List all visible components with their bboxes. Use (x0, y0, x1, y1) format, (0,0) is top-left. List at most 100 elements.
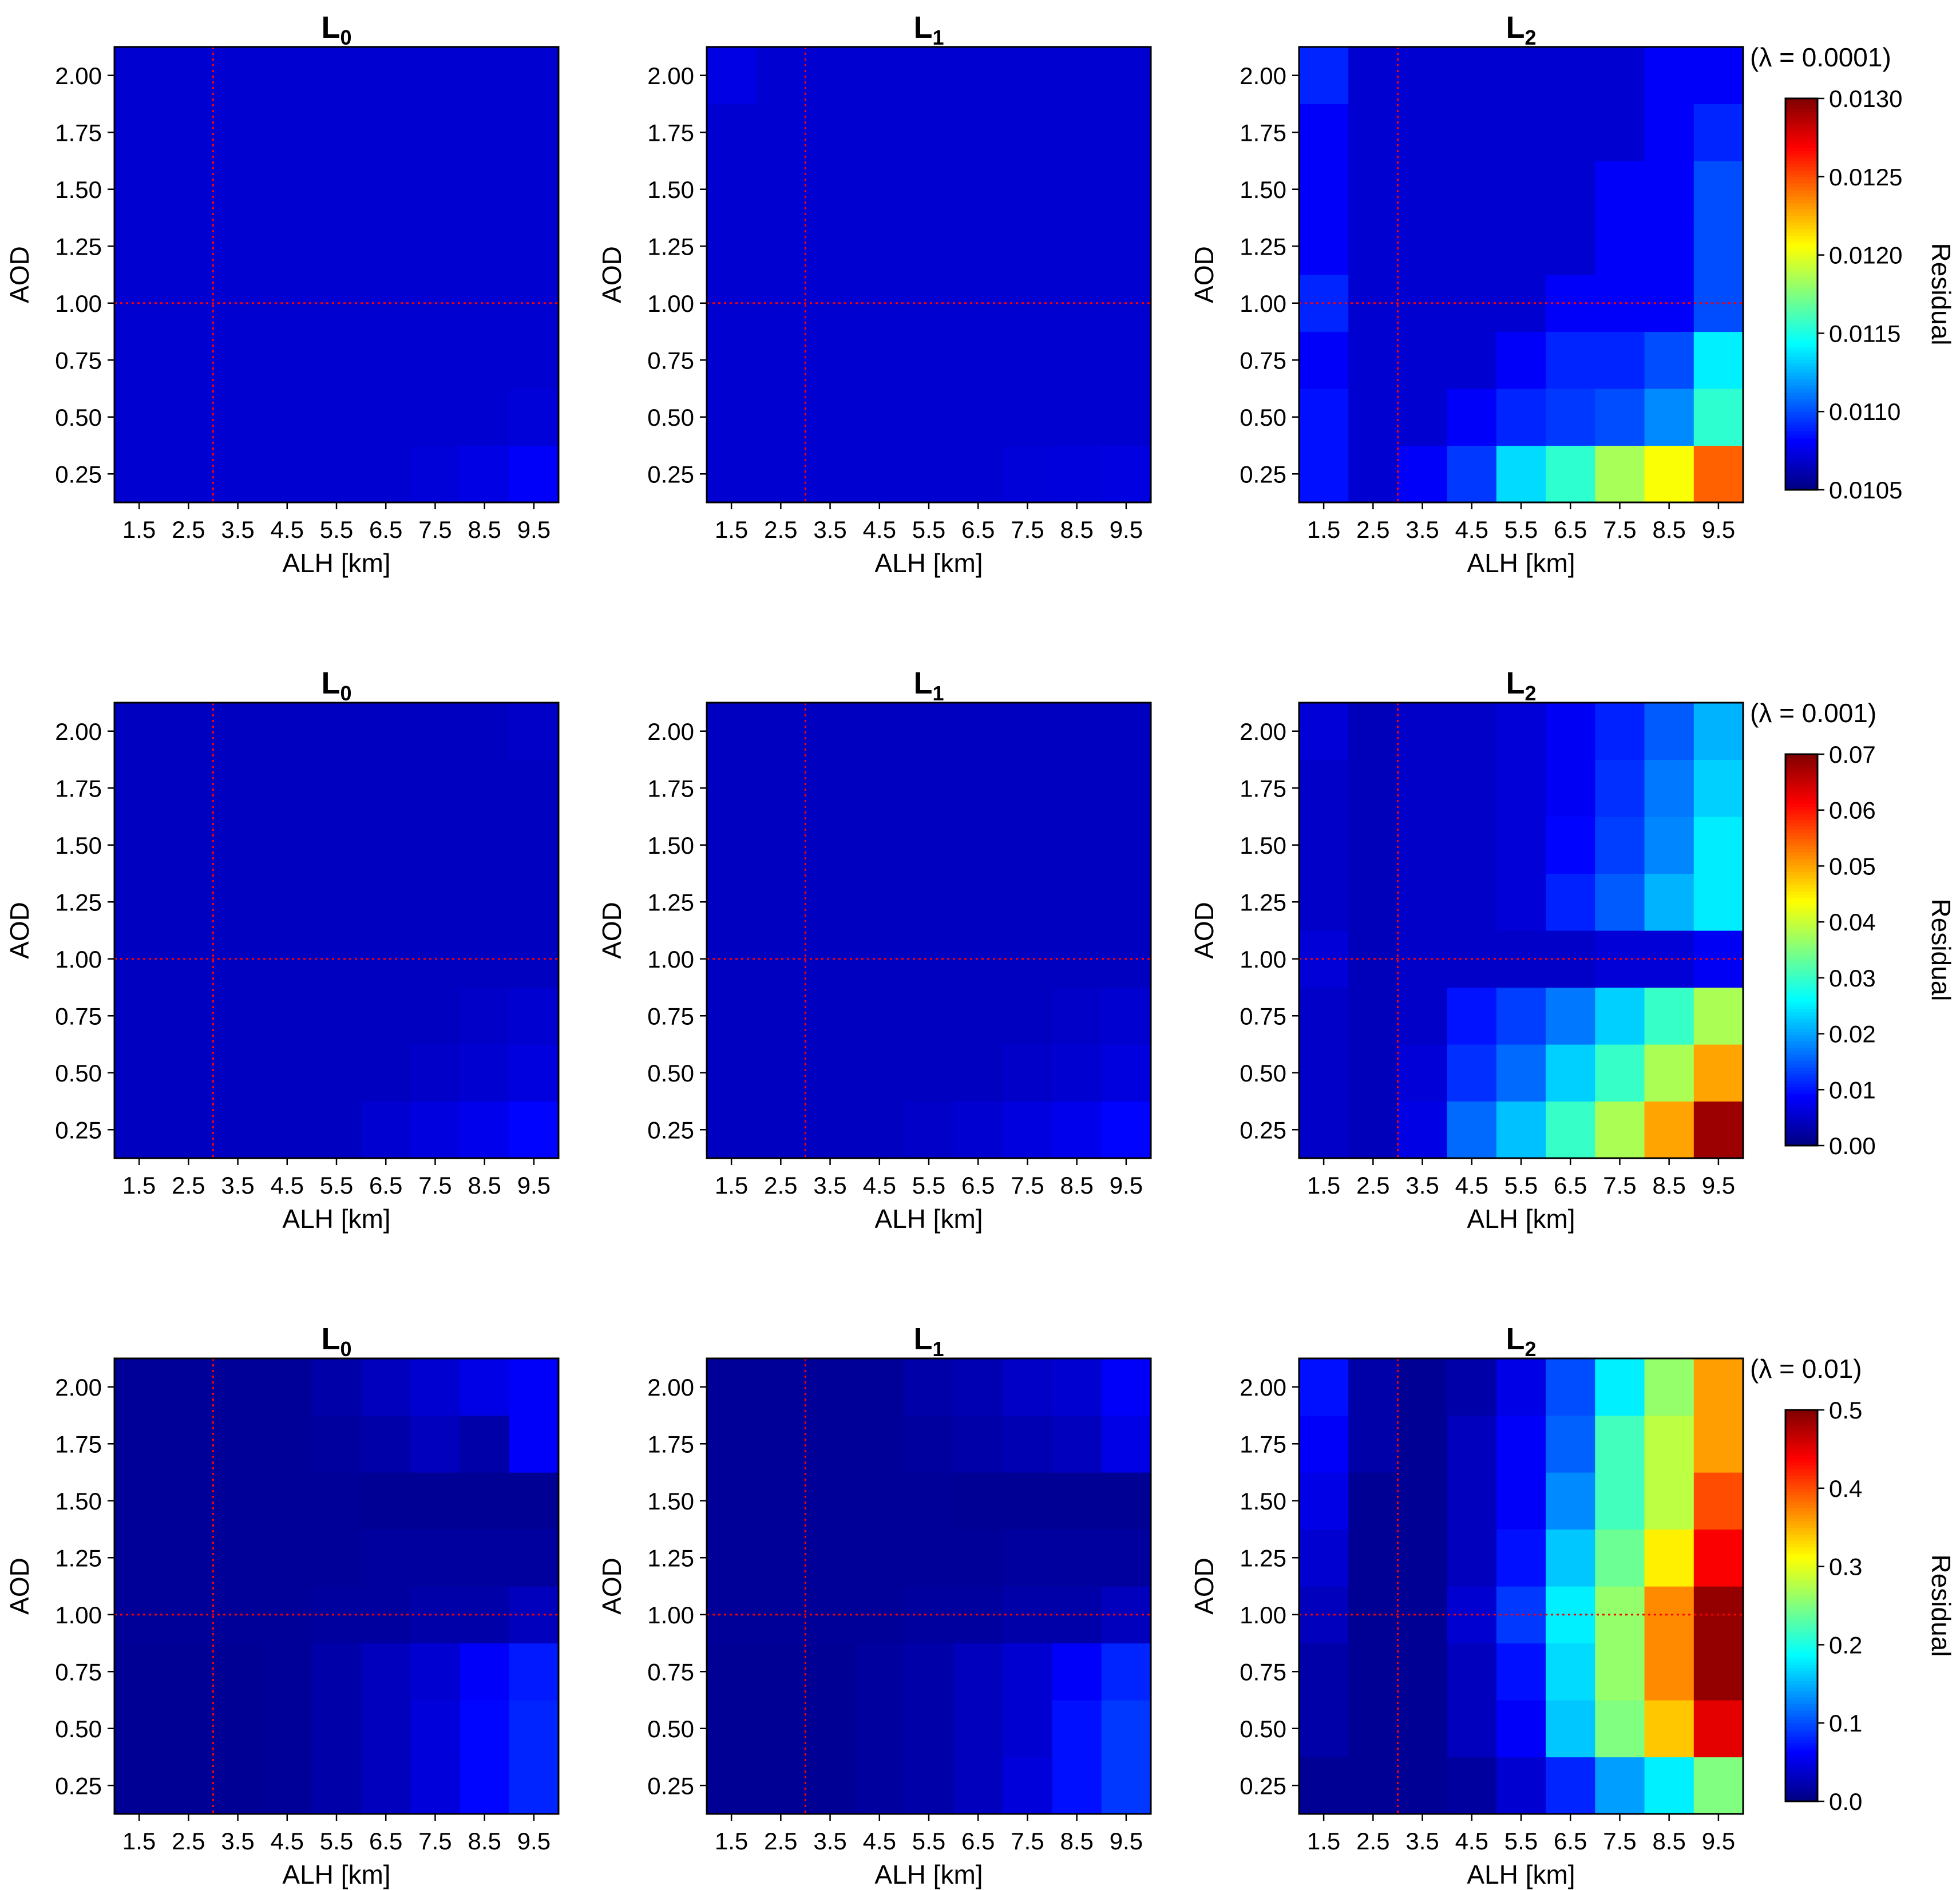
x-tick-label: 9.5 (517, 1172, 551, 1199)
heatmap-cell (262, 104, 312, 161)
heatmap-cell (213, 1044, 263, 1102)
heatmap-cell (1447, 1358, 1497, 1416)
y-tick-label: 2.00 (1240, 1374, 1286, 1401)
heatmap-cell (805, 703, 856, 760)
heatmap-cell (509, 817, 559, 874)
heatmap-cell (1052, 1643, 1102, 1701)
colorbar-segment (1785, 995, 1818, 1000)
y-tick-label: 2.00 (55, 62, 102, 89)
colorbar-segment (1785, 1005, 1818, 1009)
heatmap-cell (1348, 389, 1399, 446)
heatmap-cell (213, 703, 263, 760)
heatmap-cell (1546, 1044, 1595, 1102)
colorbar-tick-label: 0.07 (1829, 741, 1876, 768)
heatmap-cell (1546, 161, 1595, 219)
y-tick-label: 0.25 (55, 1772, 102, 1799)
x-tick-label: 8.5 (468, 1172, 501, 1199)
heatmap-cell (1595, 1044, 1645, 1102)
heatmap-cell (1299, 104, 1349, 161)
y-tick-label: 0.50 (1240, 404, 1286, 431)
colorbar-segment (1785, 813, 1818, 817)
heatmap-cell (854, 47, 905, 105)
heatmap-cell (311, 1472, 362, 1530)
y-tick-label: 2.00 (55, 718, 102, 745)
heatmap-cell (1003, 1529, 1053, 1587)
heatmap-cell (1397, 1643, 1448, 1701)
colorbar-segment (1785, 1534, 1818, 1538)
colorbar-segment (1785, 1602, 1818, 1606)
colorbar-segment (1785, 418, 1818, 422)
colorbar: 0.0105 0.0110 0.0115 0.0120 0.0125 0.0130 Resi… (1784, 85, 1956, 504)
colorbar-tick-label: 0.0 (1829, 1788, 1862, 1815)
heatmap-cell (262, 217, 312, 275)
x-tick-label: 5.5 (1504, 1828, 1538, 1855)
heatmap-cell (707, 1700, 757, 1758)
heatmap-cell (114, 987, 164, 1045)
y-tick-label: 1.75 (1240, 775, 1286, 802)
heatmap-cell (213, 1700, 263, 1758)
heatmap-cell (805, 104, 856, 161)
heatmap-cell (460, 1757, 510, 1814)
colorbar-segment (1785, 300, 1818, 304)
colorbar-segment (1785, 203, 1818, 207)
x-tick-label: 7.5 (1603, 516, 1636, 543)
x-tick-label: 1.5 (1307, 1172, 1340, 1199)
heatmap-cell (262, 331, 312, 389)
lambda-annotation: (λ = 0.0001) (1750, 42, 1891, 72)
heatmap-cell (953, 1472, 1003, 1530)
colorbar-segment (1785, 1064, 1818, 1068)
heatmap-cell (361, 873, 411, 931)
x-tick-label: 6.5 (369, 516, 402, 543)
colorbar-segment (1785, 1654, 1818, 1658)
colorbar-segment (1785, 486, 1818, 490)
heatmap-cell (1101, 217, 1151, 275)
heatmap-cell (1101, 161, 1151, 219)
heatmap-cell (1496, 47, 1546, 105)
heatmap-cell (1299, 1529, 1349, 1587)
y-tick-label: 1.50 (1240, 1488, 1286, 1515)
heatmap-cell (114, 703, 164, 760)
heatmap-cell (1299, 987, 1349, 1045)
heatmap-cell (854, 987, 905, 1045)
heatmap-cell (1447, 389, 1497, 446)
colorbar-segment (1785, 783, 1818, 787)
colorbar-segment (1785, 1716, 1818, 1721)
heatmap-cell (1299, 1700, 1349, 1758)
colorbar-segment (1785, 395, 1818, 399)
y-axis-label: AOD (597, 902, 627, 959)
colorbar-segment (1785, 917, 1818, 921)
heatmap-cell (1496, 930, 1546, 988)
heatmap-cell (361, 217, 411, 275)
heatmap-cell (1299, 47, 1349, 105)
colorbar-segment (1785, 874, 1818, 879)
heatmap-cell (114, 1700, 164, 1758)
x-tick-label: 2.5 (172, 1828, 205, 1855)
heatmap-cell (1693, 987, 1744, 1045)
heatmap-cell (460, 161, 510, 219)
heatmap-cell (164, 1472, 214, 1530)
colorbar-segment (1785, 1758, 1818, 1763)
heatmap-cell (904, 930, 954, 988)
x-tick-label: 3.5 (221, 1172, 254, 1199)
colorbar-segment (1785, 1710, 1818, 1714)
colorbar-segment (1785, 375, 1818, 379)
heatmap-cell (953, 161, 1003, 219)
colorbar-segment (1785, 1501, 1818, 1505)
colorbar-segment (1785, 483, 1818, 488)
heatmap-cell (361, 275, 411, 332)
colorbar-segment (1785, 421, 1818, 425)
heatmap-cell (854, 161, 905, 219)
heatmap-cell (311, 1586, 362, 1644)
x-tick-label: 4.5 (1455, 516, 1488, 543)
heatmap-cell (1101, 389, 1151, 446)
heatmap-panel-0: 1.5 2.5 3.5 4.5 5.5 6.5 7.5 8.5 9.5 0.25 0.50 0.75 1… (5, 10, 560, 578)
y-tick-label: 1.25 (55, 889, 102, 916)
heatmap-cell (114, 1101, 164, 1159)
heatmap-cell (1595, 873, 1645, 931)
colorbar-segment (1785, 1739, 1818, 1744)
colorbar-segment (1785, 212, 1818, 216)
colorbar-segment (1785, 1110, 1818, 1114)
heatmap-cell (114, 161, 164, 219)
heatmap-cell (1299, 817, 1349, 874)
heatmap-cell (213, 275, 263, 332)
